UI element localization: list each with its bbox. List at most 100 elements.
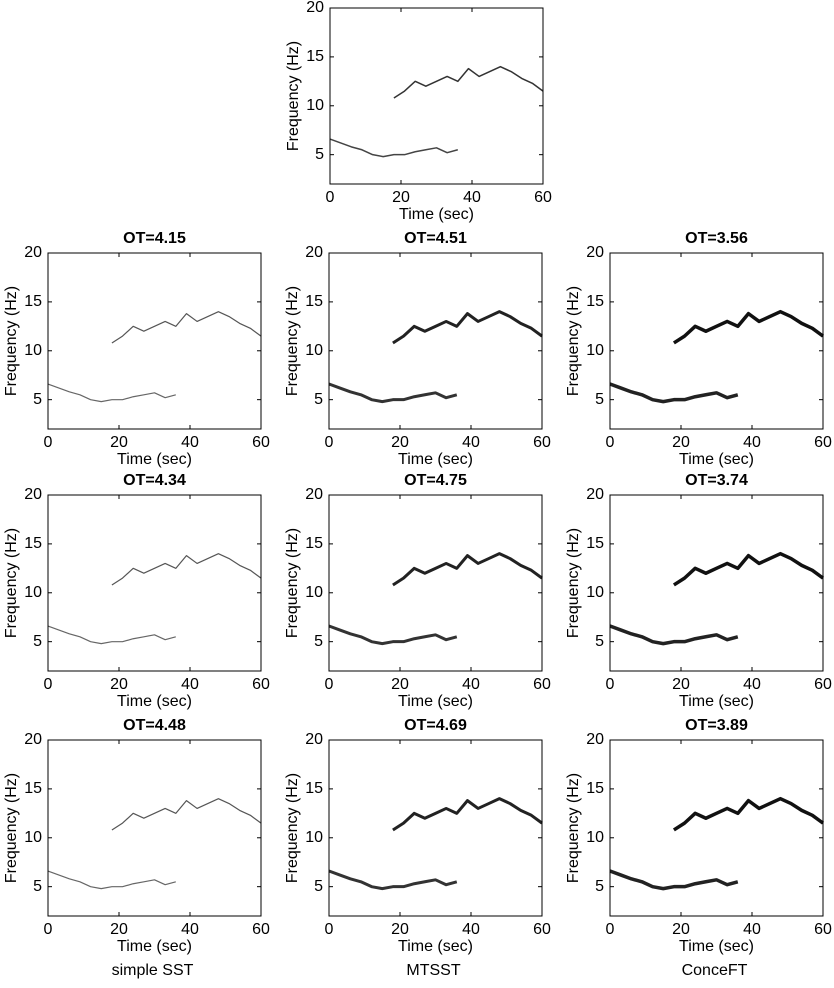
plot-area bbox=[609, 739, 824, 917]
y-tick-label: 15 bbox=[586, 535, 604, 552]
x-tick-label: 60 bbox=[814, 434, 832, 451]
x-tick-label: 20 bbox=[672, 434, 690, 451]
y-tick-label: 10 bbox=[306, 97, 324, 114]
plot-area bbox=[609, 252, 824, 430]
y-tick-label: 10 bbox=[305, 829, 323, 846]
y-tick-label: 15 bbox=[24, 293, 42, 310]
x-tick-label: 0 bbox=[606, 676, 615, 693]
y-tick-label: 15 bbox=[24, 535, 42, 552]
y-axis-label: Frequency (Hz) bbox=[565, 773, 582, 883]
x-tick-label: 60 bbox=[533, 921, 551, 938]
x-axis-label: Time (sec) bbox=[117, 451, 192, 468]
y-axis-label: Frequency (Hz) bbox=[284, 286, 301, 396]
column-label: ConceFT bbox=[682, 962, 748, 979]
x-tick-label: 40 bbox=[743, 921, 761, 938]
plot-frame bbox=[609, 739, 824, 917]
plot-frame bbox=[47, 252, 262, 430]
plot-frame bbox=[609, 494, 824, 672]
y-tick-label: 5 bbox=[314, 633, 323, 650]
y-tick-label: 10 bbox=[586, 584, 604, 601]
x-tick-label: 20 bbox=[672, 676, 690, 693]
y-tick-label: 20 bbox=[306, 0, 324, 16]
x-tick-label: 40 bbox=[181, 676, 199, 693]
x-tick-label: 40 bbox=[181, 921, 199, 938]
chart-title: OT=3.56 bbox=[685, 230, 748, 247]
column-label: simple SST bbox=[112, 962, 194, 979]
x-tick-label: 20 bbox=[391, 921, 409, 938]
plot-area bbox=[47, 494, 262, 672]
x-tick-label: 40 bbox=[181, 434, 199, 451]
y-tick-label: 5 bbox=[33, 878, 42, 895]
x-tick-label: 60 bbox=[252, 434, 270, 451]
ridge-line bbox=[609, 382, 739, 404]
x-tick-label: 20 bbox=[110, 676, 128, 693]
x-tick-label: 40 bbox=[463, 189, 481, 206]
x-tick-label: 0 bbox=[44, 676, 53, 693]
ridge-line bbox=[111, 311, 262, 344]
ridge-line bbox=[329, 138, 458, 158]
x-axis-label: Time (sec) bbox=[398, 451, 473, 468]
x-tick-label: 20 bbox=[391, 676, 409, 693]
x-tick-label: 60 bbox=[252, 676, 270, 693]
x-tick-label: 20 bbox=[110, 921, 128, 938]
x-tick-label: 0 bbox=[44, 921, 53, 938]
x-tick-label: 20 bbox=[391, 434, 409, 451]
x-axis-label: Time (sec) bbox=[398, 938, 473, 955]
y-axis-label: Frequency (Hz) bbox=[3, 773, 20, 883]
plot-area bbox=[47, 739, 262, 917]
x-tick-label: 0 bbox=[606, 921, 615, 938]
x-tick-label: 40 bbox=[462, 676, 480, 693]
chart-title: OT=4.15 bbox=[123, 230, 186, 247]
ridge-line bbox=[47, 383, 176, 403]
x-tick-label: 0 bbox=[325, 676, 334, 693]
x-tick-label: 40 bbox=[743, 434, 761, 451]
y-axis-label: Frequency (Hz) bbox=[284, 528, 301, 638]
x-tick-label: 60 bbox=[534, 189, 552, 206]
x-tick-label: 0 bbox=[326, 189, 335, 206]
y-tick-label: 20 bbox=[305, 731, 323, 748]
x-tick-label: 0 bbox=[325, 921, 334, 938]
x-axis-label: Time (sec) bbox=[398, 693, 473, 710]
x-tick-label: 20 bbox=[392, 189, 410, 206]
x-tick-label: 0 bbox=[606, 434, 615, 451]
x-tick-label: 40 bbox=[462, 434, 480, 451]
y-axis-label: Frequency (Hz) bbox=[285, 41, 302, 151]
plot-area bbox=[328, 252, 543, 430]
y-tick-label: 10 bbox=[586, 829, 604, 846]
column-label: MTSST bbox=[406, 962, 460, 979]
ridge-line bbox=[47, 870, 176, 890]
y-tick-label: 15 bbox=[24, 780, 42, 797]
y-tick-label: 20 bbox=[586, 486, 604, 503]
y-tick-label: 10 bbox=[24, 829, 42, 846]
y-axis-label: Frequency (Hz) bbox=[3, 528, 20, 638]
y-tick-label: 15 bbox=[306, 48, 324, 65]
ridge-line bbox=[609, 869, 739, 891]
y-tick-label: 20 bbox=[24, 731, 42, 748]
y-axis-label: Frequency (Hz) bbox=[565, 528, 582, 638]
y-tick-label: 15 bbox=[586, 293, 604, 310]
y-tick-label: 5 bbox=[595, 878, 604, 895]
y-tick-label: 5 bbox=[33, 633, 42, 650]
y-tick-label: 5 bbox=[314, 878, 323, 895]
y-tick-label: 15 bbox=[305, 780, 323, 797]
chart-title: OT=4.48 bbox=[123, 717, 186, 734]
y-axis-label: Frequency (Hz) bbox=[565, 286, 582, 396]
y-tick-label: 10 bbox=[24, 342, 42, 359]
chart-title: OT=4.69 bbox=[404, 717, 467, 734]
ridge-line bbox=[393, 65, 544, 99]
y-tick-label: 20 bbox=[586, 244, 604, 261]
y-tick-label: 20 bbox=[305, 244, 323, 261]
x-tick-label: 0 bbox=[325, 434, 334, 451]
y-axis-label: Frequency (Hz) bbox=[3, 286, 20, 396]
x-tick-label: 20 bbox=[110, 434, 128, 451]
y-tick-label: 5 bbox=[314, 391, 323, 408]
ridge-line bbox=[672, 796, 825, 832]
x-tick-label: 0 bbox=[44, 434, 53, 451]
y-tick-label: 15 bbox=[305, 293, 323, 310]
x-tick-label: 60 bbox=[814, 676, 832, 693]
y-tick-label: 10 bbox=[586, 342, 604, 359]
chart-title: OT=4.51 bbox=[404, 230, 467, 247]
plot-frame bbox=[328, 739, 543, 917]
ridge-line bbox=[672, 309, 825, 345]
